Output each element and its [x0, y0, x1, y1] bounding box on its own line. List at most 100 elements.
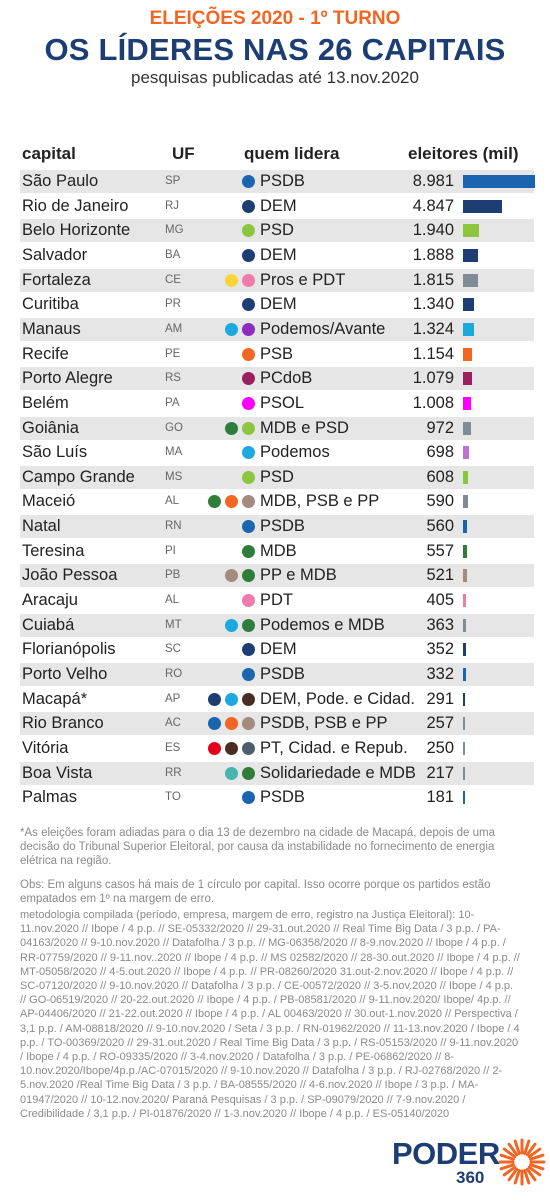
party-dot [242, 175, 255, 188]
voters-bar [463, 396, 472, 410]
party-dot [225, 495, 238, 509]
voters-bar [463, 766, 465, 780]
state-code: PI [165, 544, 176, 557]
voters-value: 1.008 [412, 393, 454, 412]
capital-name: Porto Alegre [22, 369, 113, 388]
state-code: AL [165, 495, 180, 508]
party-dots [20, 638, 260, 661]
voters-bar [463, 446, 469, 460]
voters-bar [463, 791, 465, 805]
state-code: MG [165, 224, 184, 237]
party-dot [242, 446, 255, 460]
voters-bar [463, 322, 474, 336]
capital-name: Rio Branco [22, 714, 104, 733]
methodology-text: metodologia compilada (período, empresa,… [20, 909, 520, 1120]
state-code: SP [165, 175, 181, 187]
capital-name: Vitória [22, 738, 69, 757]
table-row: Porto Alegre RS PCdoB 1.079 [20, 367, 534, 391]
table-row: São Paulo SP PSDB 8.981 [20, 170, 535, 193]
state-code: GO [165, 421, 183, 434]
party-dot [242, 495, 255, 509]
voters-value: 1.888 [412, 245, 454, 264]
party-dot [242, 594, 255, 608]
voters-value: 972 [426, 418, 454, 437]
column-header-voters: eleitores (mil) [408, 144, 519, 163]
capital-name: São Paulo [22, 172, 99, 190]
party-dot [242, 643, 255, 657]
party-dot [242, 717, 255, 731]
party-dot [225, 322, 238, 336]
table-row: Aracaju AL PDT 405 [20, 589, 534, 612]
table-row: Curitiba PR DEM 1.340 [20, 293, 534, 316]
table-row: Palmas TO PSDB 181 [20, 786, 534, 809]
state-code: MT [165, 618, 182, 631]
page-title: OS LÍDERES NAS 26 CAPITAIS [44, 32, 506, 67]
party-dot [242, 298, 255, 312]
capital-name: Belém [22, 393, 69, 412]
capital-name: Rio de Janeiro [22, 196, 129, 215]
voters-value: 181 [426, 788, 454, 807]
capital-name: Porto Velho [22, 665, 108, 683]
leader-party: PSDB, PSB e PP [260, 714, 388, 733]
voters-value: 1.815 [412, 270, 454, 289]
voters-value: 4.847 [412, 196, 454, 215]
state-code: RR [165, 766, 182, 779]
capital-name: Salvador [22, 245, 88, 264]
party-dot [208, 741, 221, 755]
leader-party: PT, Cidad. e Repub. [260, 738, 408, 757]
party-dots [20, 367, 260, 390]
state-code: PB [165, 569, 181, 582]
state-code: BA [165, 248, 181, 261]
party-dots [20, 663, 260, 686]
state-code: MA [165, 446, 183, 459]
party-dots [20, 737, 260, 760]
capital-name: Palmas [22, 788, 78, 807]
party-dot [225, 569, 238, 583]
party-dots [20, 688, 260, 711]
voters-bar [463, 741, 465, 755]
voters-value: 291 [426, 689, 454, 708]
subtitle: pesquisas publicadas até 13.nov.2020 [131, 68, 419, 87]
capital-name: Curitiba [22, 295, 79, 314]
logo-number: 360 [456, 1168, 485, 1187]
sun-ray [513, 1169, 521, 1185]
table-row: João Pessoa PB PP e MDB 521 [20, 564, 534, 588]
kicker: ELEIÇÕES 2020 - 1º TURNO [149, 8, 401, 29]
table-row: Rio de Janeiro RJ DEM 4.847 [20, 195, 534, 218]
leader-party: PSDB [260, 788, 305, 807]
party-dots [20, 762, 260, 785]
voters-bar [463, 692, 466, 706]
party-dot [242, 396, 255, 410]
sun-ray [525, 1167, 537, 1182]
state-code: PA [165, 396, 180, 409]
voters-value: 1.324 [412, 319, 454, 338]
state-code: PR [165, 298, 181, 311]
leader-party: DEM [260, 245, 297, 264]
party-dots [20, 564, 260, 587]
table-row: Boa Vista RR Solidariedade e MDB 217 [20, 761, 534, 785]
voters-bar [463, 421, 471, 435]
party-dot [225, 692, 238, 706]
voters-bar [463, 717, 466, 731]
poder360-logo: PODER 360 [392, 1136, 546, 1194]
leader-party: PSDB [260, 665, 305, 683]
sun-ray [499, 1153, 515, 1161]
leader-party: DEM [260, 295, 297, 314]
leader-party: MDB [260, 541, 297, 560]
party-dot [225, 273, 238, 287]
column-header-capital: capital [22, 144, 76, 163]
table-row: Recife PE PSB 1.154 [20, 343, 534, 366]
party-dot [242, 347, 255, 361]
sun-ray [513, 1139, 521, 1155]
sun-ray [529, 1163, 545, 1171]
party-dot [225, 421, 238, 435]
party-dot [242, 618, 255, 632]
party-dot [242, 569, 255, 583]
party-dots [20, 515, 260, 538]
sun-ray [507, 1167, 519, 1182]
note-macapa: *As eleições foram adiadas para o dia 13… [20, 827, 495, 867]
table-row: Manaus AM Podemos/Avante 1.324 [20, 317, 534, 341]
party-dots [20, 490, 260, 513]
leader-party: PSB [260, 344, 294, 363]
voters-bar [463, 175, 535, 188]
